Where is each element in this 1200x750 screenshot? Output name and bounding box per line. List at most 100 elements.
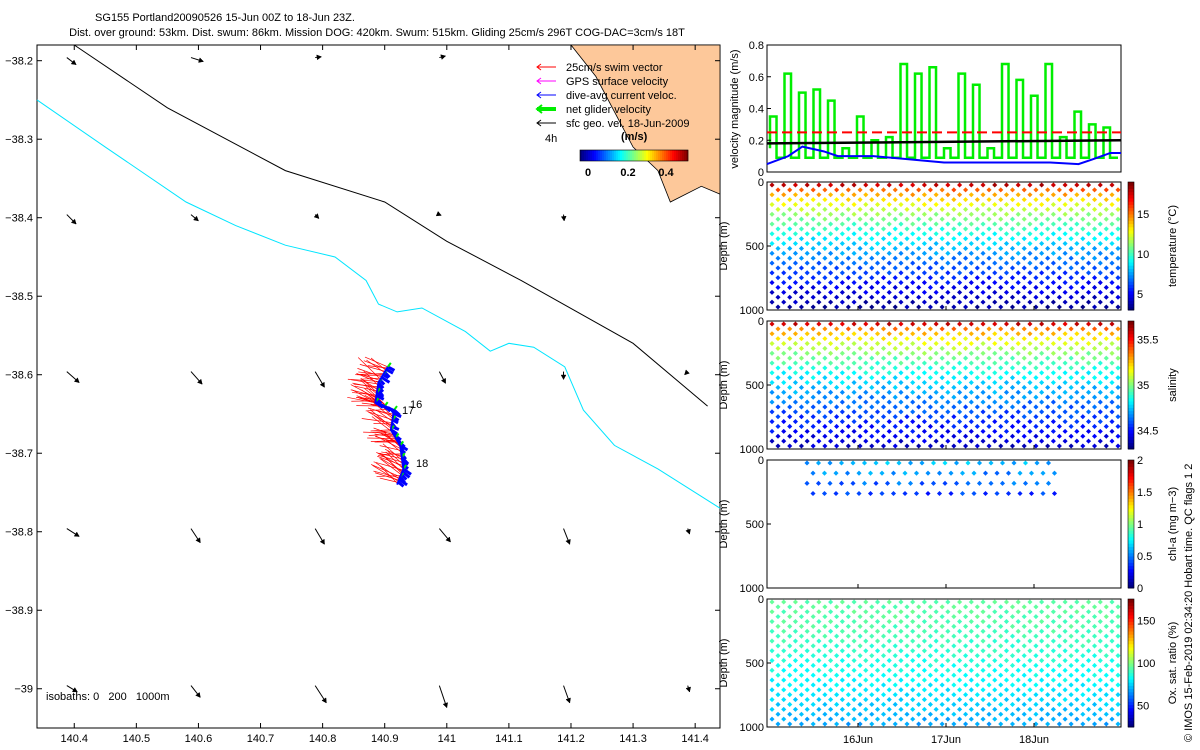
- profile-point: [869, 653, 875, 659]
- profile-point: [1074, 350, 1080, 356]
- profile-point: [880, 433, 887, 439]
- profile-point: [939, 643, 945, 649]
- profile-point: [1009, 701, 1016, 708]
- profile-point: [839, 250, 845, 256]
- panel-colorbar-swatch: [1128, 568, 1134, 573]
- profile-point: [787, 355, 793, 361]
- profile-point: [1045, 604, 1051, 610]
- swim-vector: [376, 475, 401, 477]
- profile-point: [804, 231, 810, 237]
- profile-point: [810, 236, 816, 242]
- profile-point: [804, 706, 810, 712]
- profile-point: [874, 270, 881, 276]
- profile-point: [1103, 682, 1109, 688]
- profile-point: [1033, 294, 1039, 300]
- profile-point: [1045, 460, 1052, 466]
- isobaths-note: isobaths: 0 200 1000m: [46, 691, 170, 703]
- profile-point: [1068, 633, 1074, 639]
- profile-point: [998, 284, 1004, 291]
- profile-point: [1045, 265, 1051, 271]
- profile-point: [886, 697, 892, 703]
- profile-point: [986, 433, 992, 439]
- profile-point: [1009, 604, 1016, 610]
- profile-point: [1115, 365, 1121, 371]
- profile-point: [822, 633, 828, 639]
- profile-point: [1062, 280, 1068, 286]
- profile-point: [1080, 265, 1086, 271]
- panel-ytick-label: 500: [746, 241, 764, 253]
- profile-point: [910, 280, 916, 286]
- dac-vector: [380, 376, 391, 384]
- panel-colorbar-swatch: [1128, 611, 1134, 616]
- profile-point: [951, 721, 957, 727]
- profile-point: [1080, 355, 1086, 361]
- profile-point: [980, 350, 986, 356]
- profile-point: [1097, 299, 1103, 305]
- profile-point: [968, 299, 974, 305]
- profile-point: [845, 294, 851, 300]
- profile-point: [927, 345, 933, 351]
- profile-point: [1003, 231, 1010, 237]
- profile-point: [851, 658, 857, 664]
- profile-point: [810, 187, 816, 193]
- map-ytick-label: −39: [14, 684, 33, 696]
- profile-point: [834, 721, 840, 727]
- profile-point: [869, 394, 875, 400]
- profile-point: [769, 340, 775, 347]
- profile-point: [1080, 336, 1086, 342]
- profile-point: [927, 275, 933, 281]
- profile-point: [1097, 192, 1103, 198]
- profile-point: [834, 275, 840, 281]
- profile-point: [974, 653, 980, 659]
- profile-point: [1050, 192, 1056, 198]
- profile-point: [845, 216, 851, 222]
- profile-point: [916, 692, 922, 698]
- profile-point: [1033, 384, 1039, 390]
- profile-point: [869, 433, 875, 439]
- profile-point: [1092, 662, 1098, 668]
- profile-point: [1086, 599, 1092, 605]
- profile-point: [968, 340, 974, 347]
- profile-point: [963, 275, 969, 281]
- profile-point: [816, 389, 822, 395]
- panel-colorbar-tick: 1: [1137, 519, 1143, 531]
- profile-point: [1039, 250, 1045, 256]
- profile-point: [921, 340, 927, 347]
- profile-point: [1003, 638, 1010, 644]
- profile-point: [974, 336, 980, 342]
- profile-point: [1115, 614, 1121, 620]
- profile-point: [828, 241, 834, 247]
- colorbar-swatch: [626, 150, 629, 161]
- profile-point: [869, 643, 875, 649]
- profile-point: [787, 394, 793, 400]
- profile-point: [798, 206, 804, 212]
- profile-point: [1045, 394, 1051, 400]
- colorbar-swatch: [624, 150, 627, 161]
- profile-point: [1115, 701, 1121, 708]
- profile-point: [1003, 409, 1010, 415]
- profile-point: [898, 299, 904, 305]
- profile-point: [1097, 211, 1103, 217]
- profile-point: [781, 192, 787, 198]
- profile-point: [1021, 721, 1027, 727]
- profile-point: [939, 265, 945, 271]
- profile-point: [1092, 226, 1098, 232]
- profile-point: [798, 414, 804, 420]
- profile-point: [851, 667, 857, 673]
- profile-point: [968, 389, 974, 395]
- profile-point: [869, 345, 875, 351]
- panel-colorbar-tick: 0: [1137, 583, 1143, 595]
- profile-point: [927, 433, 933, 439]
- profile-point: [986, 672, 992, 678]
- profile-point: [1033, 394, 1039, 400]
- profile-point: [939, 604, 945, 610]
- panel-colorbar-swatch: [1128, 476, 1134, 480]
- profile-point: [1092, 623, 1098, 629]
- profile-point: [769, 628, 775, 634]
- profile-point: [986, 384, 992, 390]
- profile-point: [787, 384, 793, 390]
- profile-point: [1033, 423, 1039, 430]
- profile-point: [839, 289, 845, 295]
- profile-point: [863, 609, 869, 615]
